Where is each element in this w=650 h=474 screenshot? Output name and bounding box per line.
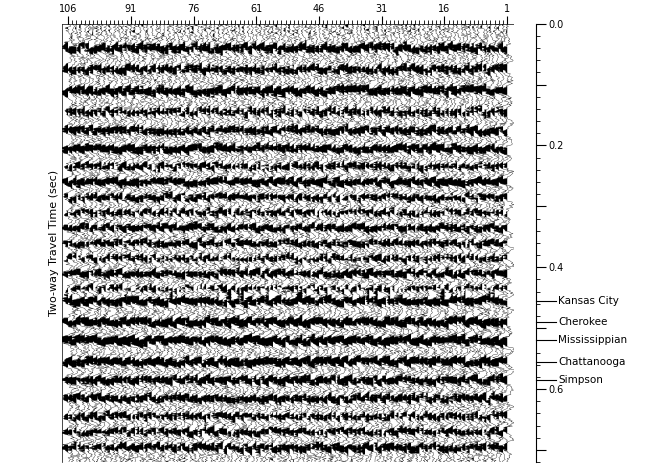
Y-axis label: Two-way Travel Time (sec): Two-way Travel Time (sec) <box>49 170 59 316</box>
Text: Simpson: Simpson <box>558 375 603 385</box>
Text: Cherokee: Cherokee <box>558 317 608 327</box>
Text: Mississippian: Mississippian <box>558 336 627 346</box>
Text: Kansas City: Kansas City <box>558 296 619 306</box>
Text: Chattanooga: Chattanooga <box>558 356 626 367</box>
